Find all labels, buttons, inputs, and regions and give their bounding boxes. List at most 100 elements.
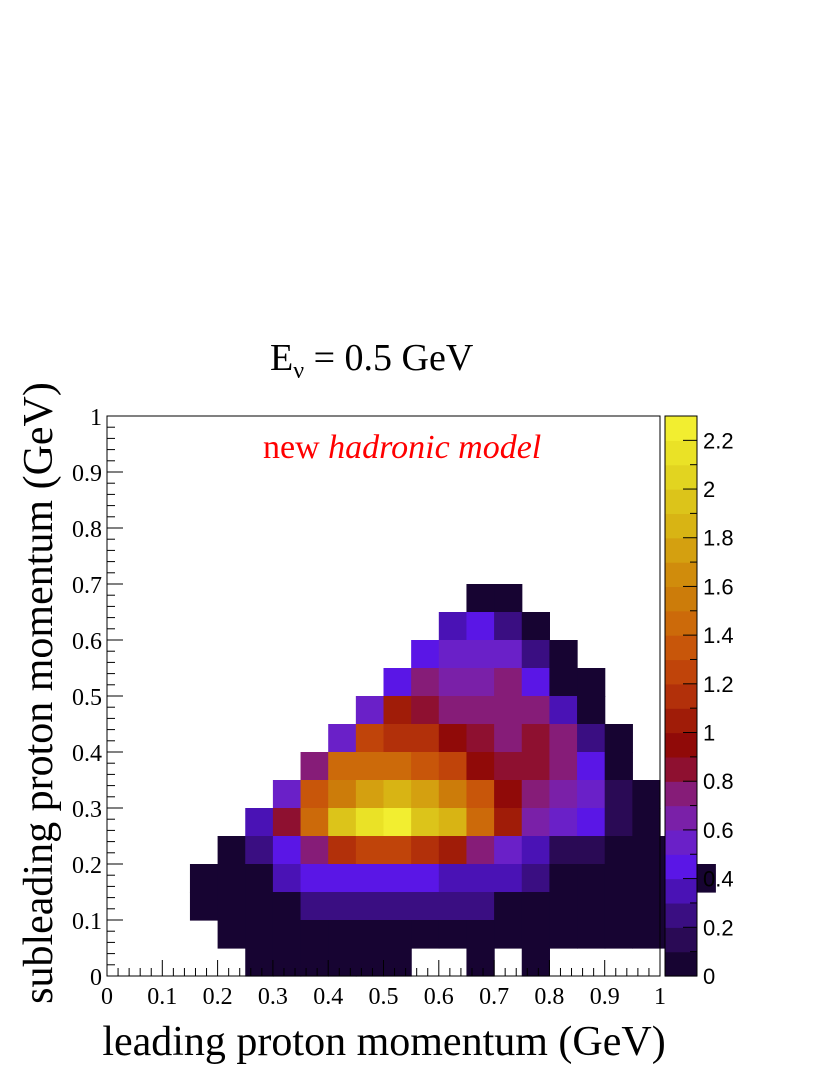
heatmap-cell [521, 892, 550, 921]
heatmap-cell [272, 780, 302, 809]
heatmap-cell [355, 724, 385, 753]
heatmap-cell [549, 640, 578, 669]
colorbar-segment [665, 440, 697, 466]
heatmap-cell [604, 780, 633, 809]
heatmap-cell [577, 920, 606, 949]
colorbar [664, 415, 698, 977]
y-tick-label: 0.1 [72, 909, 102, 935]
y-tick-label: 0.7 [72, 573, 102, 599]
x-tick-label: 0.8 [534, 984, 564, 1010]
heatmap-cell [245, 808, 274, 837]
colorbar-tick-label: 1.4 [703, 623, 734, 648]
heatmap-cell [577, 780, 606, 809]
colorbar-segment [665, 951, 697, 977]
y-tick-label: 0.5 [72, 685, 102, 711]
heatmap-cell [438, 696, 468, 725]
heatmap-cell [411, 696, 440, 725]
chart-title: Eν = 0.5 GeV [270, 337, 474, 384]
heatmap-cell [300, 752, 329, 781]
colorbar-segment [665, 489, 697, 514]
heatmap-cell [466, 752, 495, 781]
heatmap-cell [383, 752, 412, 781]
colorbar-segment [665, 464, 697, 490]
heatmap-cell [411, 780, 440, 809]
heatmap-cell [272, 836, 302, 865]
colorbar-tick-label: 0.6 [703, 818, 734, 843]
title-main: E [270, 337, 293, 379]
heatmap-cell [521, 668, 550, 697]
heatmap-cell [383, 780, 412, 809]
heatmap-cell [604, 724, 633, 753]
heatmap-cell [300, 864, 329, 893]
heatmap-cell [466, 668, 495, 697]
x-tick-label: 0.1 [147, 984, 177, 1010]
heatmap-cell [272, 920, 302, 949]
heatmap-cell [466, 612, 495, 641]
heatmap-cell [355, 892, 385, 921]
svg-text:new hadronic model: new hadronic model [263, 429, 541, 466]
colorbar-segment [665, 927, 697, 953]
heatmap-cell [383, 808, 412, 837]
heatmap-cell [577, 668, 606, 697]
heatmap-cell [328, 808, 357, 837]
heatmap-cell [189, 892, 219, 921]
colorbar-segment [665, 635, 697, 661]
x-tick-label: 0.5 [369, 984, 399, 1010]
x-tick-label: 0.2 [203, 984, 233, 1010]
heatmap-cell [411, 836, 440, 865]
heatmap-cell [245, 864, 274, 893]
heatmap-cell [549, 780, 578, 809]
heatmap-cell [328, 948, 357, 977]
colorbar-segment [665, 781, 697, 807]
heatmap-cell [411, 640, 440, 669]
colorbar-segment [665, 708, 697, 734]
y-tick-label: 0.9 [72, 461, 102, 487]
annotation-plain: new [263, 429, 328, 466]
heatmap-cell [438, 612, 468, 641]
heatmap-cell [632, 780, 661, 809]
heatmap-cell [355, 780, 385, 809]
heatmap-cell [494, 696, 523, 725]
heatmap-cell [521, 752, 550, 781]
heatmap-cell [217, 836, 246, 865]
heatmap-cell [577, 724, 606, 753]
heatmap-cell [383, 864, 412, 893]
heatmap-cell [189, 864, 219, 893]
heatmap-cell [355, 948, 385, 977]
heatmap-cell [494, 724, 523, 753]
heatmap-cell [300, 920, 329, 949]
heatmap-cell [355, 808, 385, 837]
x-tick-label: 0.4 [313, 984, 343, 1010]
heatmap-cell [272, 864, 302, 893]
heatmap-cell [383, 920, 412, 949]
x-tick-label: 1 [654, 984, 666, 1010]
colorbar-segment [665, 610, 697, 636]
colorbar-tick-label: 1.8 [703, 526, 734, 551]
heatmap-cell [577, 864, 606, 893]
heatmap-cell [466, 724, 495, 753]
heatmap-cell [438, 668, 468, 697]
heatmap-cell [494, 752, 523, 781]
colorbar-segment [665, 537, 697, 563]
heatmap-cell [521, 836, 550, 865]
heatmap-cell [466, 920, 495, 949]
heatmap-cell [411, 920, 440, 949]
heatmap-cell [549, 864, 578, 893]
heatmap-cell [577, 836, 606, 865]
colorbar-tick-label: 1.2 [703, 672, 734, 697]
heatmap-cell [383, 724, 412, 753]
heatmap-cell [604, 892, 633, 921]
heatmap-cell [577, 752, 606, 781]
heatmap-cell [383, 696, 412, 725]
heatmap-cell [521, 948, 550, 977]
heatmap-cell [383, 948, 412, 977]
colorbar-segment [665, 878, 697, 904]
heatmap-cells [189, 584, 716, 977]
heatmap-cell [217, 892, 246, 921]
y-tick-label: 0.3 [72, 797, 102, 823]
colorbar-tick-label: 0 [703, 964, 715, 989]
heatmap-cell [328, 892, 357, 921]
heatmap-cell [521, 696, 550, 725]
heatmap-cell [632, 836, 661, 865]
colorbar-tick-label: 2 [703, 477, 715, 502]
